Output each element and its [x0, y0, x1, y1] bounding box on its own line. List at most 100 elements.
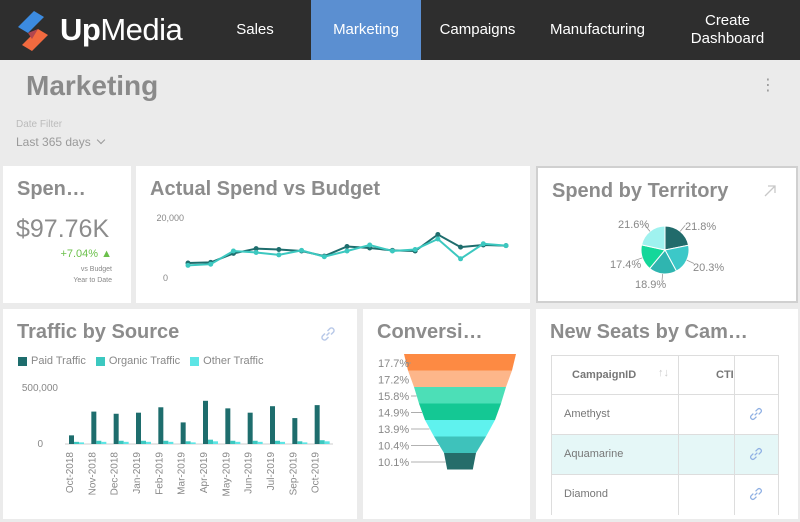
kpi-delta: +7.04% ▲ [60, 248, 112, 260]
pie-slice [664, 225, 690, 251]
funnel-segment [425, 420, 495, 437]
sort-icon[interactable]: ↑↓ [658, 367, 669, 379]
legend-swatch [18, 356, 27, 366]
top-navigation-bar: UpMedia Sales Marketing Campaigns Manufa… [0, 0, 800, 60]
nav-item-manufacturing[interactable]: Manufacturing [549, 21, 646, 38]
nav-item-campaigns[interactable]: Campaigns [439, 21, 516, 38]
link-icon[interactable] [748, 486, 764, 502]
brand-name: UpMedia [60, 12, 183, 47]
new-seats-table: CampaignID ↑↓ CTI Amethyst Aquamarine Di… [551, 355, 779, 515]
funnel-label: 13.9% [378, 424, 409, 436]
link-icon[interactable] [748, 446, 764, 462]
y-tick-label: 500,000 [22, 383, 59, 394]
territory-pie-chart: 21.8% 20.3% 18.9% 17.4% 21.6% [610, 219, 724, 291]
column-header-campaignid[interactable]: CampaignID [572, 369, 637, 381]
traffic-by-source-title: Traffic by Source [17, 321, 180, 343]
data-point [435, 232, 441, 237]
bar [247, 412, 253, 444]
page-title: Marketing [26, 70, 159, 101]
funnel-segment [419, 403, 501, 420]
link-icon[interactable] [748, 406, 764, 422]
conversion-title: Conversi… [377, 321, 483, 343]
data-point [230, 248, 236, 254]
legend-item-organic: Organic Traffic [95, 355, 180, 367]
x-tick-label: May-2019 [221, 452, 232, 497]
spend-kpi-card[interactable]: Spen… [3, 166, 131, 303]
data-point [344, 244, 350, 249]
bar [230, 440, 236, 444]
bar [141, 440, 146, 444]
bar [79, 442, 84, 444]
y-tick-label: 0 [37, 439, 43, 450]
spend-by-territory-card[interactable]: Spend by Territory 21.8% 20.3% 18.9% 17.4% 2… [536, 166, 798, 303]
pie-slice-label: 17.4% [610, 259, 641, 271]
x-tick-label: Jan-2019 [132, 452, 143, 494]
x-tick-label: Mar-2019 [177, 452, 188, 495]
data-point [458, 244, 464, 250]
legend-item-paid: Paid Traffic [18, 355, 86, 367]
expand-icon[interactable] [763, 184, 777, 198]
nav-item-marketing[interactable]: Marketing [311, 0, 421, 60]
funnel-label: 15.8% [378, 391, 409, 403]
table-row[interactable]: Diamond [551, 475, 779, 515]
brand-logo[interactable]: UpMedia [12, 6, 212, 54]
x-tick-label: Oct-2018 [65, 452, 76, 494]
table-row[interactable]: Amethyst [551, 395, 779, 435]
data-point [253, 246, 259, 252]
traffic-by-source-card[interactable]: Traffic by Source 500,000 0 Oct-2018 Nov-20… [3, 309, 357, 519]
chevron-down-icon [96, 135, 105, 145]
spend-vs-budget-title: Actual Spend vs Budget [150, 178, 381, 200]
data-point [276, 247, 282, 252]
spend-vs-budget-chart: 20,000 0 [156, 213, 509, 283]
x-tick-label: Jul-2019 [266, 452, 277, 491]
x-tick-label: Apr-2019 [199, 452, 210, 494]
funnel-label: 17.2% [378, 375, 409, 387]
y-tick-label: 0 [163, 273, 168, 283]
data-point [321, 254, 327, 260]
nav-item-sales[interactable]: Sales [236, 21, 274, 38]
conversion-card[interactable]: Conversi… 17.7% 17.2% 15.8% 14.9% 13.9% 10.4%… [363, 309, 530, 519]
bar [101, 441, 107, 444]
conversion-funnel-chart: 17.7% 17.2% 15.8% 14.9% 13.9% 10.4% 10.1% [378, 354, 516, 470]
new-seats-card[interactable]: New Seats by Cam… [536, 309, 798, 519]
funnel-label: 14.9% [378, 408, 409, 420]
x-tick-label: Oct-2019 [311, 452, 322, 494]
data-point [208, 261, 214, 267]
link-icon[interactable] [319, 325, 337, 343]
bar [297, 441, 303, 444]
column-divider [678, 435, 679, 474]
funnel-label: 10.4% [378, 441, 409, 453]
spend-vs-budget-card[interactable]: Actual Spend vs Budget 20,000 0 [136, 166, 530, 303]
pie-label-leader [661, 273, 664, 282]
funnel-segment [434, 436, 486, 453]
pie-slice [640, 225, 666, 251]
new-seats-title: New Seats by Cam… [550, 321, 748, 343]
pie-label-leader [634, 257, 643, 261]
bar [203, 400, 208, 444]
spend-by-territory-title: Spend by Territory [552, 180, 729, 202]
date-filter-dropdown[interactable]: Last 365 days [16, 135, 105, 149]
pie-slice-label: 20.3% [693, 262, 724, 274]
data-point [458, 256, 464, 262]
bar [257, 441, 263, 444]
campaign-cell: Amethyst [564, 408, 610, 420]
legend-swatch [190, 356, 200, 366]
bar [275, 440, 280, 444]
column-divider [734, 475, 735, 515]
column-header-cti[interactable]: CTI [716, 369, 734, 381]
data-point [503, 243, 509, 249]
bar [280, 441, 285, 444]
column-divider [678, 356, 679, 394]
bar [113, 413, 119, 444]
bar [252, 440, 258, 444]
funnel-segment [404, 354, 516, 371]
funnel-segment [408, 370, 512, 387]
column-divider [734, 356, 735, 394]
table-row[interactable]: Aquamarine [551, 435, 779, 475]
bar [185, 441, 191, 444]
nav-item-create-dashboard[interactable]: Create Dashboard [690, 12, 765, 47]
pie-label-leader [644, 224, 651, 232]
traffic-legend: Paid Traffic Organic Traffic Other Traff… [18, 355, 273, 367]
more-options-icon[interactable]: ⋮ [760, 77, 776, 94]
column-divider [734, 395, 735, 434]
